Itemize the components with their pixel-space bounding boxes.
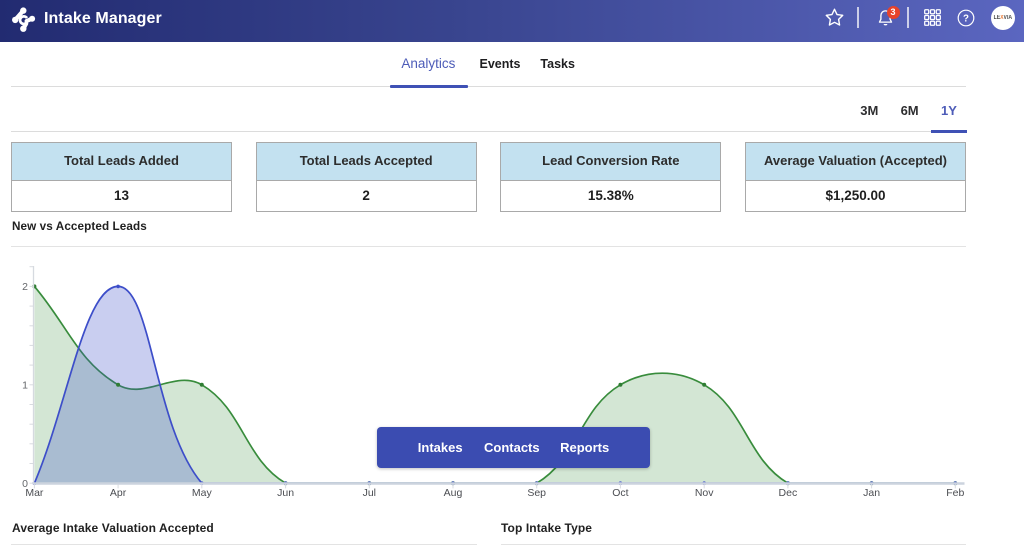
svg-text:1: 1 xyxy=(22,379,28,391)
svg-text:Oct: Oct xyxy=(612,487,628,499)
svg-text:Jul: Jul xyxy=(363,487,376,499)
svg-text:Apr: Apr xyxy=(110,487,127,499)
svg-text:May: May xyxy=(192,487,213,499)
svg-text:Mar: Mar xyxy=(25,487,44,499)
svg-text:Jun: Jun xyxy=(277,487,294,499)
svg-text:Dec: Dec xyxy=(779,487,798,499)
svg-text:Sep: Sep xyxy=(527,487,546,499)
svg-text:0: 0 xyxy=(22,478,28,490)
svg-text:Aug: Aug xyxy=(444,487,463,499)
svg-text:Nov: Nov xyxy=(695,487,714,499)
svg-text:Feb: Feb xyxy=(946,487,964,499)
svg-text:Jan: Jan xyxy=(863,487,880,499)
svg-text:2: 2 xyxy=(22,281,28,293)
svg-text:?: ? xyxy=(963,13,969,24)
